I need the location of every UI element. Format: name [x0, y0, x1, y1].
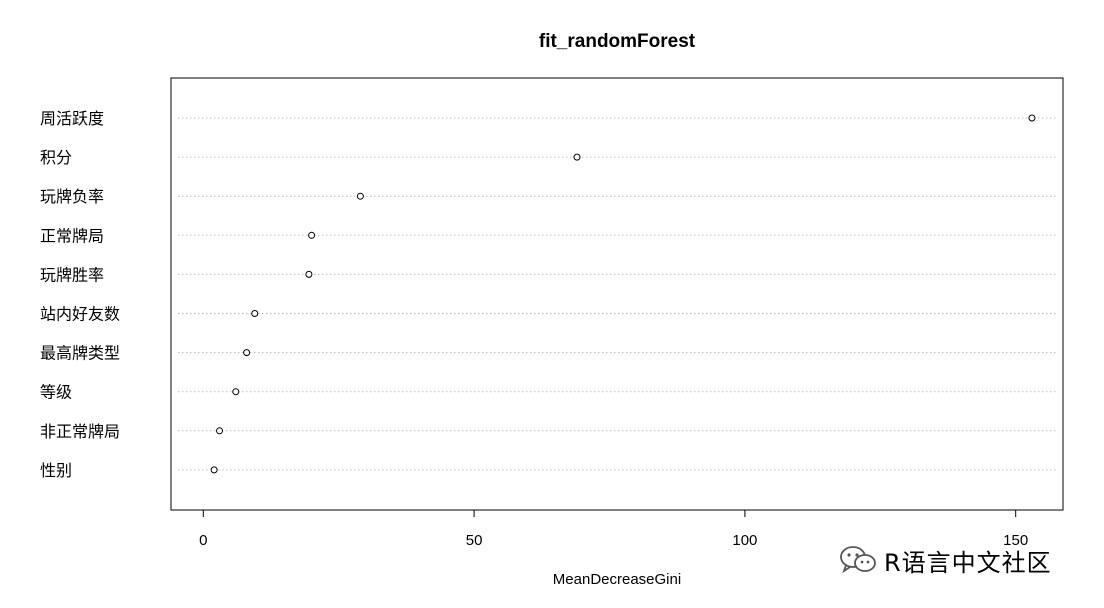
data-point: [356, 192, 364, 200]
wechat-icon: [840, 546, 876, 574]
category-label: 玩牌胜率: [40, 265, 104, 284]
data-point: [216, 427, 224, 435]
category-label: 最高牌类型: [40, 344, 120, 363]
x-axis-label: MeanDecreaseGini: [553, 571, 681, 588]
category-label: 等级: [40, 383, 72, 402]
plot-frame: [170, 77, 1064, 511]
category-label: 非正常牌局: [40, 422, 120, 441]
category-label: 正常牌局: [40, 226, 104, 245]
category-label: 积分: [40, 148, 72, 167]
x-tick-label: 50: [466, 532, 483, 549]
category-label: 玩牌负率: [40, 187, 104, 206]
watermark-text: R语言中文社区: [884, 548, 1052, 577]
data-point: [305, 270, 313, 278]
watermark: R语言中文社区: [838, 540, 1078, 580]
data-point: [308, 231, 316, 239]
data-point: [573, 153, 581, 161]
data-point: [1028, 114, 1036, 122]
data-point: [243, 349, 251, 357]
x-tick-label: 0: [199, 532, 207, 549]
category-label: 周活跃度: [40, 109, 104, 128]
chart-title: fit_randomForest: [539, 31, 696, 52]
category-label: 性别: [40, 461, 72, 480]
x-tick-label: 150: [1003, 532, 1028, 549]
data-point: [251, 310, 259, 317]
data-point: [210, 466, 218, 474]
data-point: [232, 388, 240, 396]
category-label: 站内好友数: [40, 305, 120, 324]
x-tick-label: 100: [732, 532, 757, 549]
